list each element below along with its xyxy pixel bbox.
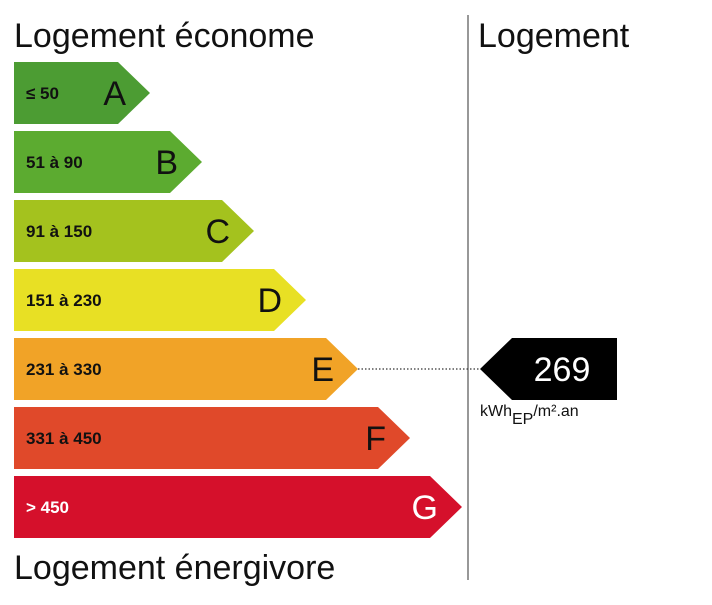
- class-bar: [14, 407, 410, 469]
- class-bar: [14, 269, 306, 331]
- class-bar: [14, 131, 202, 193]
- unit-sub: EP: [512, 411, 533, 428]
- indicator-value: 269: [534, 351, 591, 389]
- header-left: Logement économe: [14, 17, 315, 55]
- class-letter: B: [155, 144, 178, 182]
- class-bar: [14, 338, 358, 400]
- class-letter: C: [205, 213, 230, 251]
- class-letter: G: [412, 489, 438, 527]
- unit-main: kWh: [480, 403, 512, 420]
- unit-suffix: /m².an: [533, 403, 578, 420]
- indicator-unit: kWhEP/m².an: [480, 403, 579, 428]
- class-range: 331 à 450: [26, 429, 102, 448]
- class-range: 91 à 150: [26, 222, 92, 241]
- header-right: Logement: [478, 17, 630, 55]
- class-range: 51 à 90: [26, 153, 83, 172]
- class-bar: [14, 476, 462, 538]
- class-letter: F: [365, 420, 386, 458]
- class-range: > 450: [26, 498, 69, 517]
- class-range: 231 à 330: [26, 360, 102, 379]
- class-letter: D: [257, 282, 282, 320]
- class-bar: [14, 200, 254, 262]
- class-letter: E: [311, 351, 334, 389]
- indicator-arrow: [480, 338, 617, 400]
- class-range: ≤ 50: [26, 84, 59, 103]
- class-range: 151 à 230: [26, 291, 102, 310]
- class-letter: A: [103, 75, 126, 113]
- footer: Logement énergivore: [14, 549, 335, 587]
- class-bar: [14, 62, 150, 124]
